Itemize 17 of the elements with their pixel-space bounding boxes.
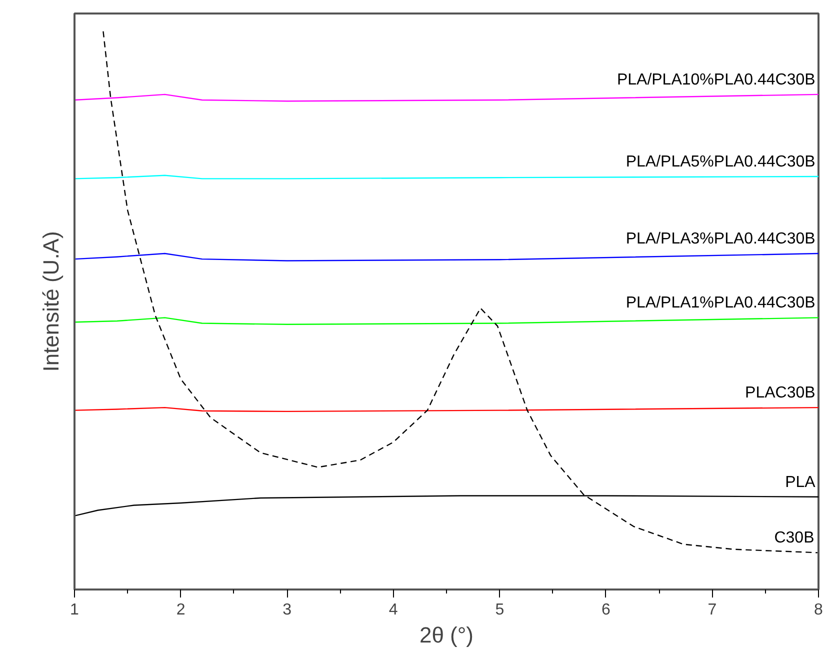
x-tick-label: 1: [70, 602, 80, 618]
series-label: PLA/PLA10%PLA0.44C30B: [616, 71, 816, 88]
x-tick-label: 7: [708, 602, 717, 618]
series-label: PLAC30B: [745, 384, 816, 402]
x-tick-label: 5: [495, 602, 504, 618]
x-tick-label: 6: [601, 602, 610, 618]
x-tick-label: 4: [388, 602, 398, 618]
series-label: PLA/PLA5%PLA0.44C30B: [626, 153, 816, 170]
x-axis-title: 2θ (°): [419, 622, 474, 648]
x-tick-label: 2: [176, 602, 186, 618]
x-tick-label: 8: [814, 602, 824, 618]
series-label: PLA/PLA3%PLA0.44C30B: [626, 230, 816, 248]
x-tick-label: 3: [282, 602, 292, 618]
series-label: PLA: [785, 474, 816, 491]
series-label: PLA/PLA1%PLA0.44C30B: [626, 294, 816, 312]
y-axis-title: Intensité (U.A): [38, 231, 64, 372]
series-label: C30B: [774, 530, 814, 547]
